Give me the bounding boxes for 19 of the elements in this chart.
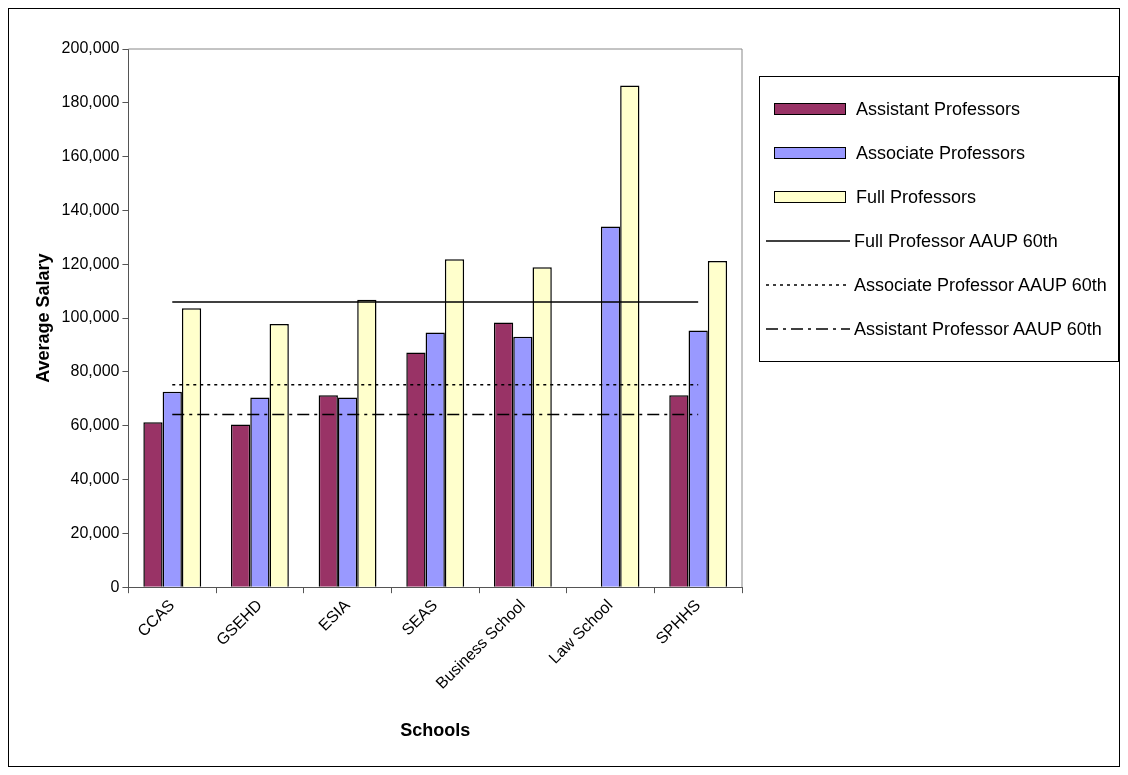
- y-tick-label: 0: [110, 577, 120, 595]
- y-tick-label: 160,000: [61, 147, 120, 165]
- y-axis-title: Average Salary: [32, 253, 53, 383]
- y-tick-label: 20,000: [70, 523, 120, 541]
- legend-label: Associate Professor AAUP 60th: [854, 274, 1107, 296]
- y-tick-label: 40,000: [70, 469, 120, 487]
- y-tick-label: 120,000: [61, 254, 120, 272]
- legend-label: Full Professors: [856, 186, 977, 208]
- x-axis-title: Schools: [400, 720, 471, 741]
- y-tick-label: 60,000: [70, 416, 120, 434]
- y-tick-label: 140,000: [61, 200, 120, 218]
- legend-label: Associate Professors: [856, 142, 1026, 164]
- y-tick-label: 80,000: [70, 362, 120, 380]
- y-tick-label: 200,000: [61, 39, 120, 57]
- legend-label: Assistant Professors: [856, 98, 1021, 120]
- legend-label: Full Professor AAUP 60th: [854, 230, 1058, 252]
- y-tick-label: 100,000: [61, 308, 120, 326]
- y-tick-label: 180,000: [61, 93, 120, 111]
- legend-label: Assistant Professor AAUP 60th: [854, 318, 1102, 340]
